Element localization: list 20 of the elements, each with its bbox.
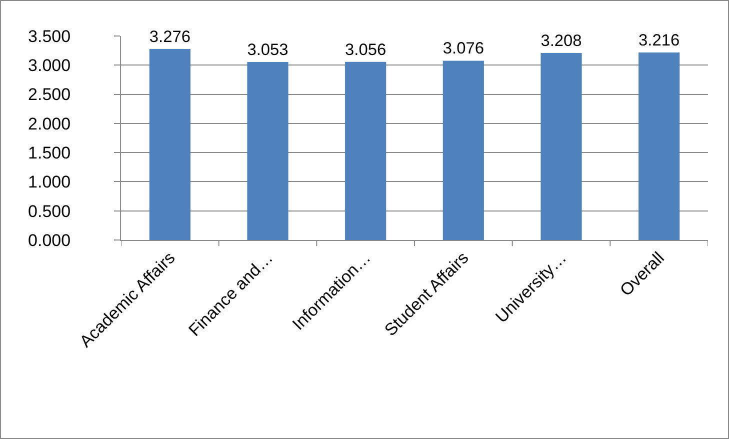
bar	[149, 49, 190, 240]
y-tick-label: 0.000	[28, 230, 71, 250]
y-tick-label: 2.500	[28, 85, 71, 104]
bar	[442, 60, 484, 240]
bar	[247, 62, 288, 240]
bar	[345, 62, 386, 240]
bar	[540, 53, 582, 240]
y-tick-label: 3.000	[28, 56, 71, 76]
y-tick-label: 2.000	[28, 114, 71, 134]
y-tick-label: 1.500	[28, 144, 71, 163]
data-label: 3.276	[149, 28, 190, 46]
y-tick-label: 0.500	[28, 202, 71, 221]
data-label: 3.056	[345, 40, 386, 59]
bar	[638, 52, 680, 240]
data-label: 3.216	[638, 31, 680, 50]
data-label: 3.076	[442, 40, 484, 58]
data-label: 3.208	[540, 32, 582, 50]
data-label: 3.053	[247, 40, 288, 59]
y-tick-label: 1.000	[28, 172, 71, 192]
y-tick-label: 3.500	[28, 26, 71, 46]
